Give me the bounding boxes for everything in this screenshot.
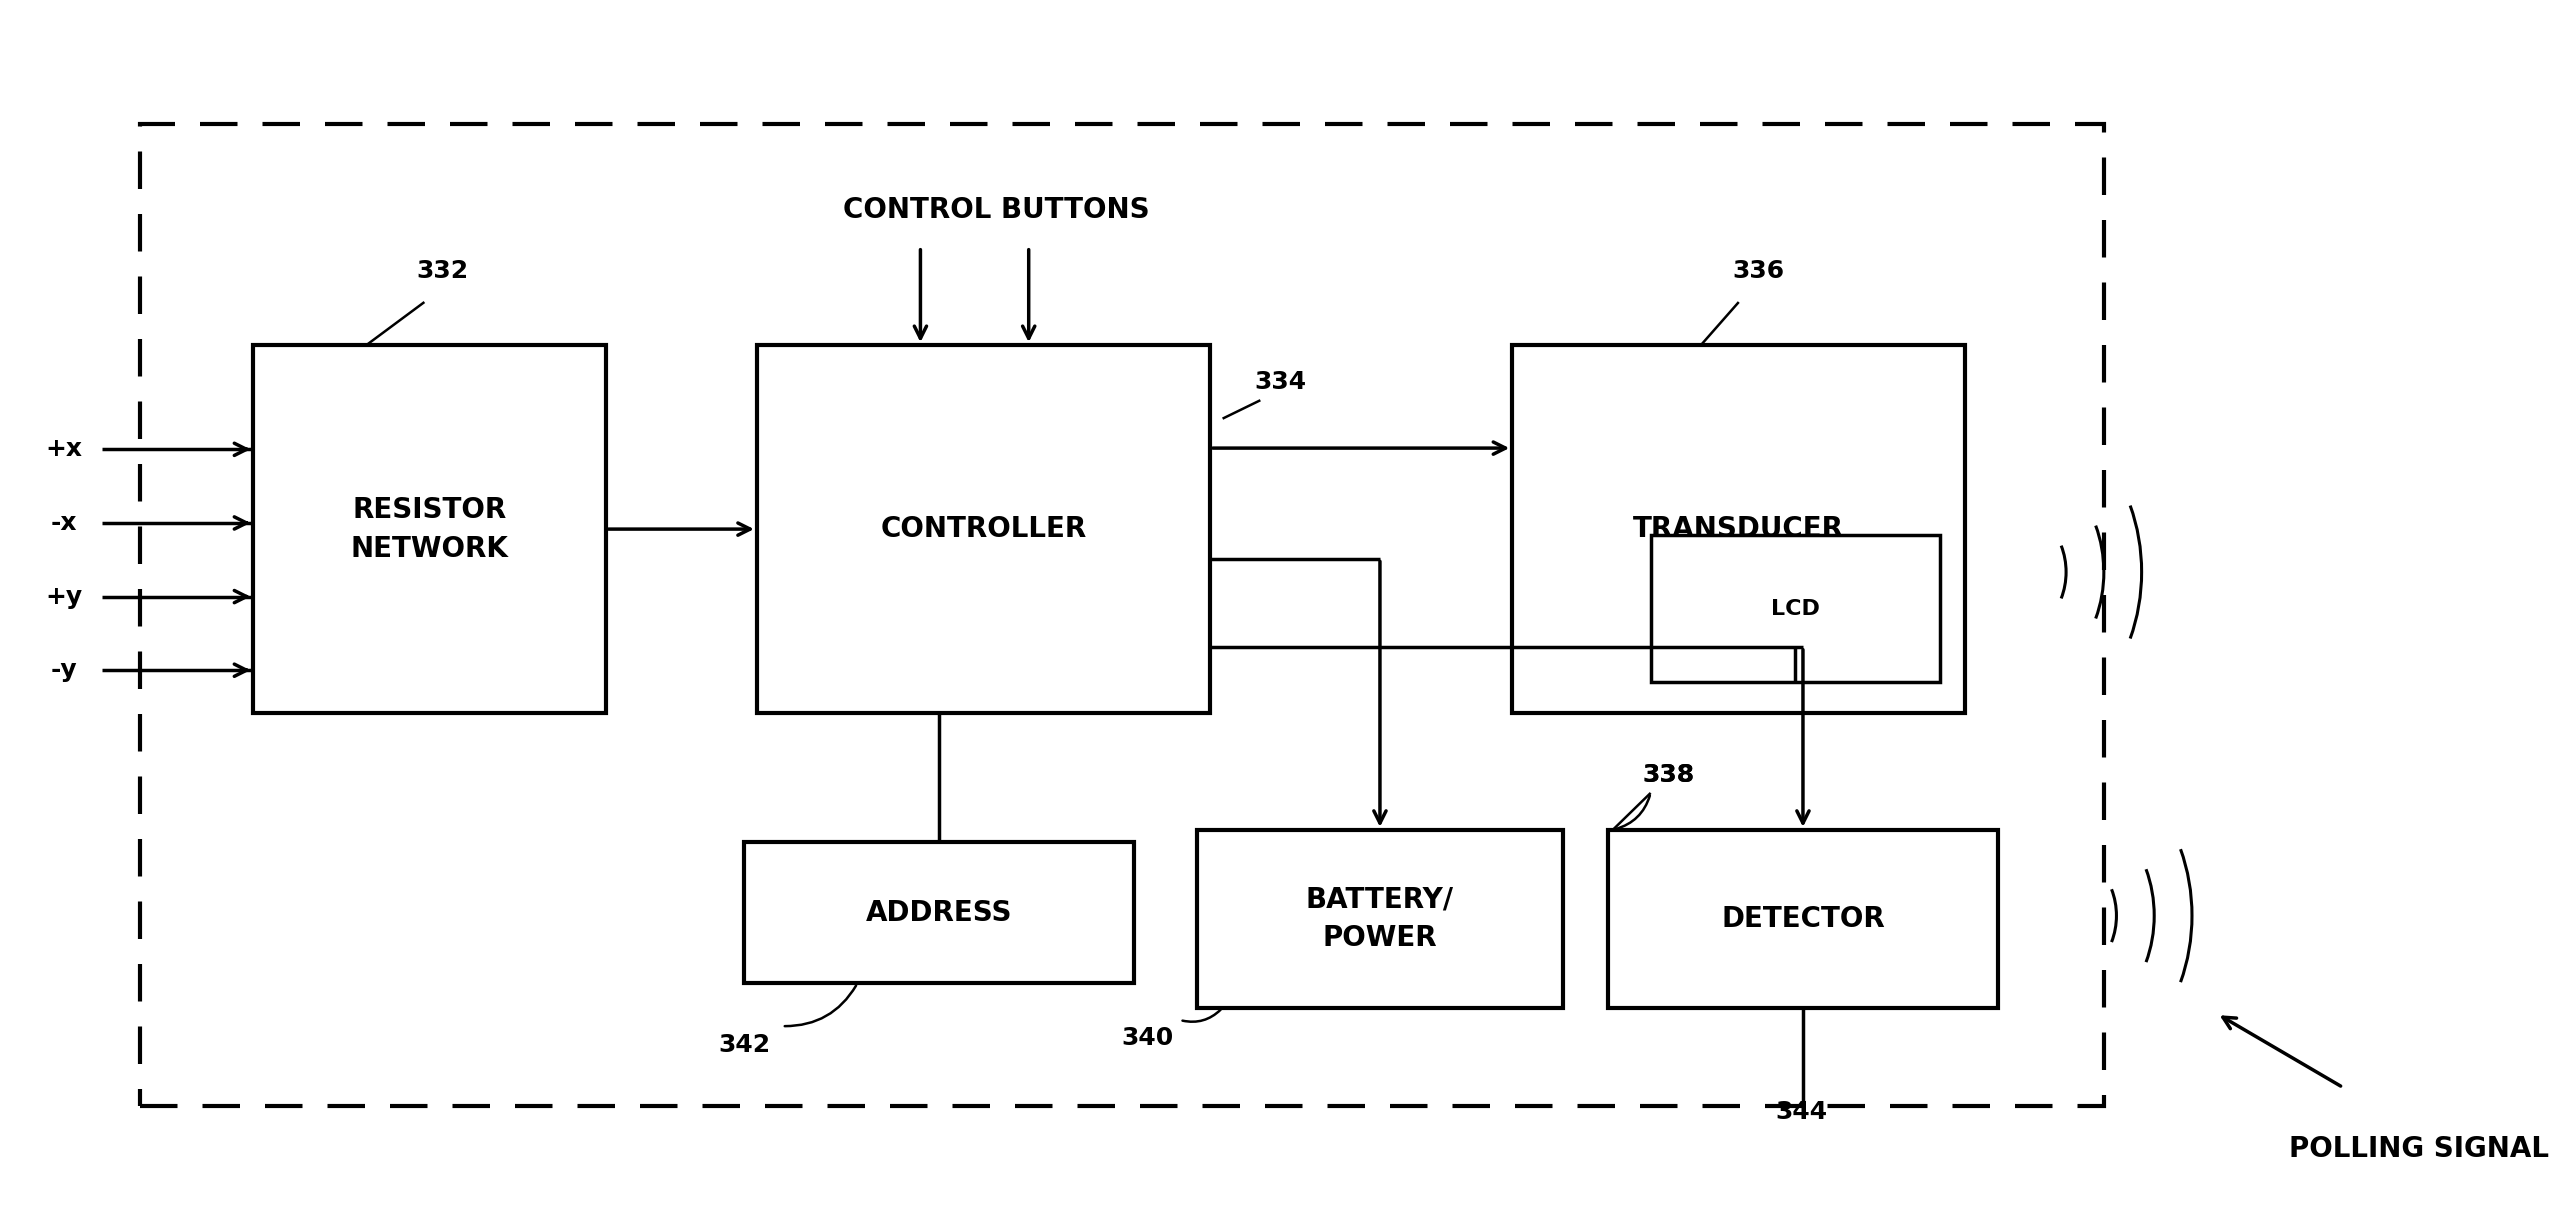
- Text: 338: 338: [1643, 763, 1694, 786]
- Bar: [139, 124, 2103, 1106]
- Text: POLLING SIGNAL: POLLING SIGNAL: [2288, 1135, 2548, 1162]
- Text: CONTROL BUTTONS: CONTROL BUTTONS: [843, 196, 1149, 224]
- Text: 332: 332: [417, 260, 468, 283]
- Text: LCD: LCD: [1771, 599, 1820, 619]
- Text: DETECTOR: DETECTOR: [1720, 905, 1885, 932]
- Bar: [756, 344, 1211, 713]
- Bar: [1512, 344, 1964, 713]
- FancyArrowPatch shape: [1183, 1010, 1221, 1022]
- Bar: [252, 344, 607, 713]
- Text: 342: 342: [717, 1032, 771, 1057]
- Text: -y: -y: [51, 658, 77, 683]
- Text: TRANSDUCER: TRANSDUCER: [1633, 515, 1843, 544]
- Text: 344: 344: [1777, 1100, 1828, 1124]
- Text: 334: 334: [1255, 370, 1306, 394]
- Bar: [1198, 830, 1563, 1007]
- Text: 338: 338: [1643, 763, 1694, 786]
- Bar: [1651, 535, 1941, 683]
- Bar: [1607, 830, 1998, 1007]
- Bar: [743, 843, 1134, 983]
- Text: -x: -x: [51, 510, 77, 535]
- Text: +y: +y: [46, 584, 82, 609]
- Text: BATTERY/
POWER: BATTERY/ POWER: [1306, 886, 1455, 952]
- FancyArrowPatch shape: [1615, 796, 1651, 829]
- Text: ADDRESS: ADDRESS: [866, 899, 1013, 926]
- Text: 336: 336: [1733, 260, 1784, 283]
- Text: RESISTOR
NETWORK: RESISTOR NETWORK: [350, 496, 509, 562]
- Text: +x: +x: [46, 438, 82, 461]
- FancyArrowPatch shape: [784, 985, 856, 1026]
- Text: CONTROLLER: CONTROLLER: [879, 515, 1088, 544]
- Text: 340: 340: [1121, 1026, 1172, 1050]
